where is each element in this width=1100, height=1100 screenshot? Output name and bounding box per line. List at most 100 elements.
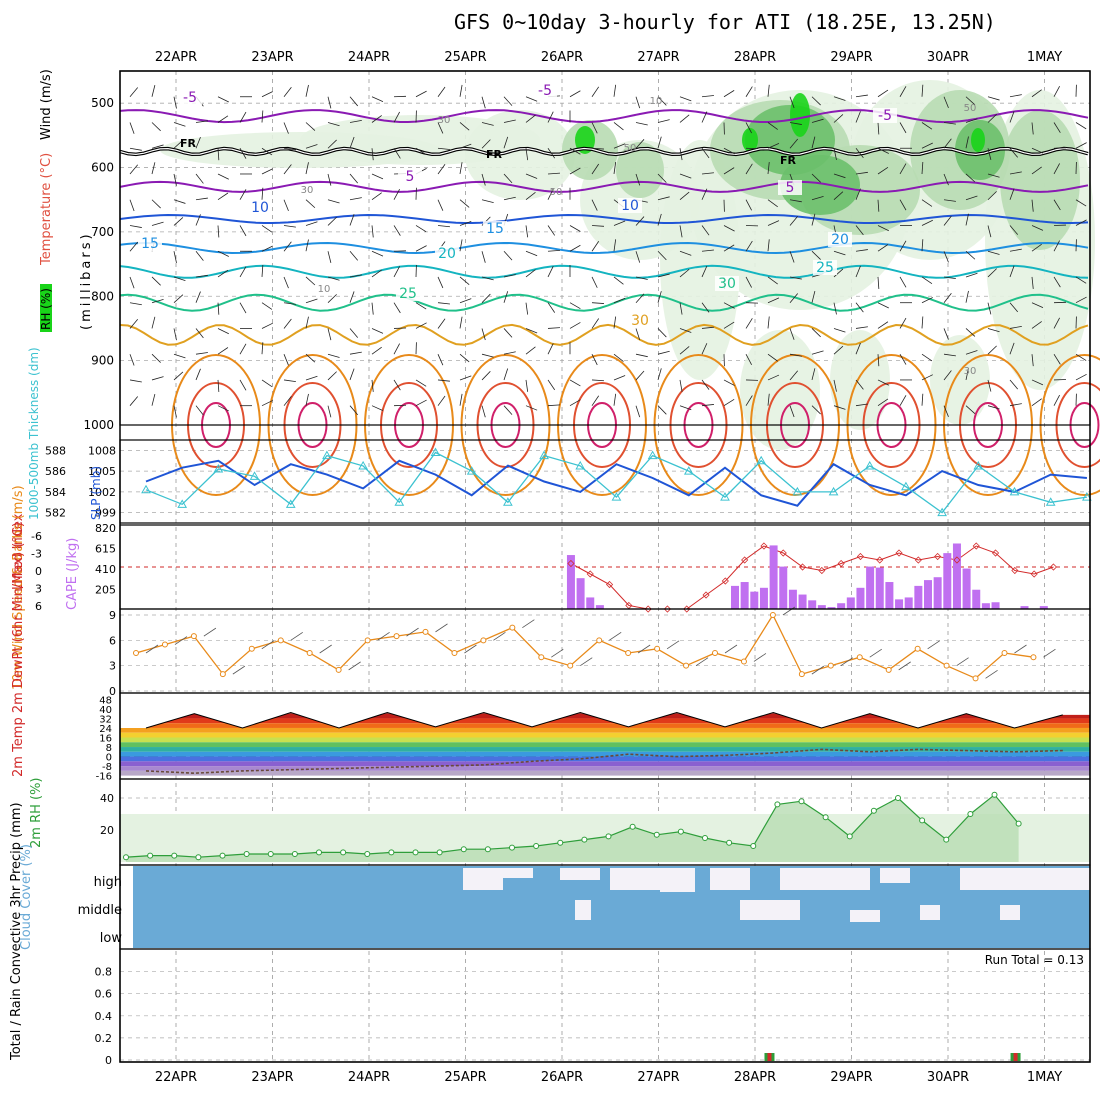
- wind-speed-point: [190, 633, 197, 640]
- cape-bar: [798, 594, 807, 609]
- wind-barb: [195, 405, 204, 416]
- rh-contour-label: 30: [438, 115, 451, 126]
- rh-point: [798, 798, 805, 805]
- wind-speed-point: [740, 658, 747, 665]
- li-point: [605, 580, 614, 589]
- rh-point: [171, 852, 178, 859]
- temp-color-band: [120, 737, 1090, 743]
- wind-barb: [811, 290, 816, 303]
- wind-barb: [679, 173, 692, 179]
- wind-barb: [283, 87, 292, 97]
- li-point: [567, 559, 575, 568]
- cloud-clear-gap: [1000, 905, 1020, 920]
- cloud-clear-gap: [710, 868, 750, 890]
- wind-barb: [459, 375, 472, 381]
- panel-frame-precip: [119, 948, 1091, 1063]
- precip-tick-label: 0: [105, 1054, 112, 1067]
- wind-barb: [591, 302, 604, 304]
- wind-barb: [789, 293, 799, 303]
- thickness-point: [249, 471, 260, 480]
- wind-barb: [437, 225, 450, 228]
- wind-barb: [437, 302, 450, 305]
- label-bg: [828, 232, 852, 247]
- wind-speed-point: [914, 645, 921, 652]
- wind-barb: [195, 250, 204, 261]
- wind-barb: [195, 197, 208, 201]
- isotherm-label: -5: [878, 108, 892, 124]
- wind-barb: [349, 197, 362, 201]
- ylabel-rh-2m: 2m RH (%): [29, 777, 44, 848]
- wind-barb: [129, 199, 135, 212]
- wind-barb: [1053, 353, 1061, 365]
- ylabel-thickness: 1000-500mb Thickness (dm): [27, 347, 41, 520]
- wind-barb: [877, 122, 880, 135]
- wind-barb: [965, 173, 976, 183]
- wind-barb: [679, 114, 690, 123]
- wind-barb: [569, 322, 581, 329]
- wind-barb-10m: [203, 627, 217, 637]
- wind-barb: [349, 405, 359, 416]
- li-tick-label: -6: [31, 530, 42, 543]
- wind-barb: [657, 328, 667, 338]
- wind-barb: [943, 138, 952, 149]
- wind-barb: [1031, 199, 1034, 212]
- wind-barb: [635, 276, 648, 280]
- wind-barb: [327, 199, 340, 204]
- wind-barb: [151, 162, 156, 175]
- pressure-tick-label: 700: [91, 225, 114, 239]
- wind-speed-point: [798, 671, 805, 678]
- wind-barb: [635, 353, 648, 358]
- wind-barb: [393, 379, 401, 391]
- wind-barb: [987, 268, 997, 278]
- rh-point: [195, 854, 202, 861]
- li-point: [934, 552, 942, 561]
- wind-barb: [547, 266, 554, 278]
- wind-barb: [613, 316, 617, 329]
- cape-bar: [817, 605, 826, 609]
- wind-barb: [327, 216, 337, 226]
- cape-bar: [731, 585, 739, 609]
- wind-barb: [195, 214, 201, 226]
- wind-barb: [481, 199, 494, 204]
- wind-speed-point: [277, 637, 284, 644]
- temp-tick-label: 24: [99, 724, 112, 735]
- wind-barb: [811, 136, 816, 149]
- wind-barb: [635, 216, 645, 226]
- wind-barb-10m: [724, 644, 738, 654]
- cape-tick-label: 820: [95, 522, 116, 535]
- wind-barb: [129, 354, 135, 366]
- wind-barb: [261, 91, 273, 98]
- label-bg: [778, 180, 802, 195]
- wind-barb: [217, 302, 220, 315]
- wind-barb-10m: [551, 648, 564, 658]
- temp-color-band: [120, 751, 1090, 757]
- wind-barb: [481, 173, 486, 186]
- wind-barb: [525, 269, 536, 278]
- wind-barb: [1031, 276, 1034, 289]
- cloud-level-label: middle: [78, 903, 122, 918]
- wind-barb: [1009, 302, 1019, 313]
- li-point: [721, 577, 729, 585]
- wind-barb-10m: [1043, 648, 1056, 658]
- wind-barb: [635, 139, 645, 149]
- wind-barb: [855, 302, 864, 313]
- wind-barb: [1053, 317, 1060, 329]
- wind-barb: [811, 368, 816, 381]
- wind-barb: [393, 343, 400, 355]
- wind-barb: [305, 276, 316, 286]
- wind-barb: [723, 167, 735, 175]
- wind-barb: [239, 111, 247, 123]
- wind-barb: [349, 250, 359, 261]
- wind-barb: [173, 276, 186, 282]
- wind-speed-point: [683, 662, 690, 669]
- wind-barb: [569, 147, 581, 155]
- thickness-point: [503, 497, 513, 506]
- rh-contour-label: 30: [301, 185, 314, 196]
- pressure-tick-label: 600: [91, 161, 114, 175]
- wind-barb: [547, 111, 554, 123]
- rh-shading: [1000, 110, 1080, 250]
- wind-barb-10m: [464, 644, 477, 654]
- rh-contour-label: 30: [964, 366, 977, 377]
- wind-barb: [1009, 248, 1022, 252]
- wind-barb: [569, 167, 581, 175]
